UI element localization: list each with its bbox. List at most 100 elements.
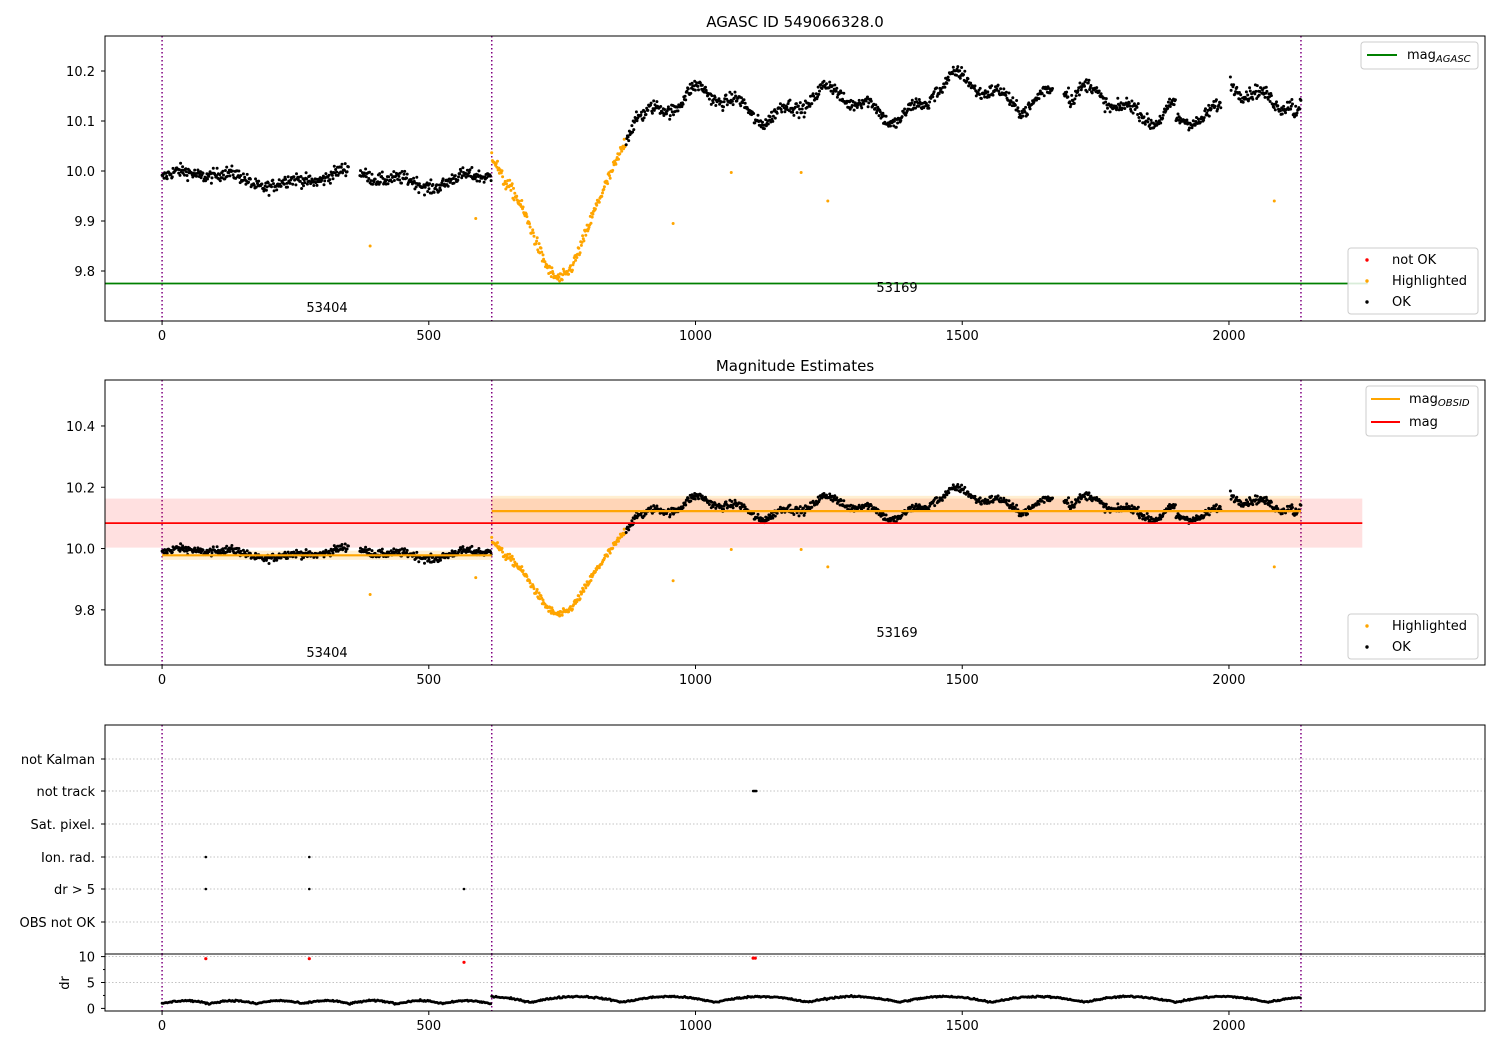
ok-point bbox=[835, 95, 839, 99]
highlighted-point bbox=[601, 191, 604, 195]
ok-point bbox=[1026, 512, 1029, 516]
y-tick-label: 10.2 bbox=[66, 65, 95, 80]
ok-point bbox=[762, 127, 766, 131]
ok-point bbox=[761, 120, 764, 124]
ok-point bbox=[345, 170, 349, 174]
ok-point bbox=[489, 179, 493, 183]
ok-point bbox=[802, 115, 806, 119]
ok-point bbox=[842, 499, 846, 503]
ok-point bbox=[1004, 93, 1008, 97]
ok-point bbox=[884, 114, 888, 118]
ok-point bbox=[451, 177, 455, 180]
highlighted-point bbox=[535, 588, 539, 591]
ok-point bbox=[279, 184, 283, 188]
highlighted-point bbox=[558, 279, 562, 283]
highlighted-point bbox=[617, 157, 620, 161]
ok-point bbox=[1127, 101, 1131, 105]
ok-point bbox=[1066, 501, 1070, 505]
ok-point bbox=[914, 106, 917, 110]
ok-point bbox=[266, 181, 270, 185]
ok-point bbox=[1017, 109, 1021, 113]
ok-point bbox=[1202, 116, 1206, 120]
ok-point bbox=[183, 549, 186, 553]
ok-point bbox=[1024, 105, 1028, 109]
flag-point bbox=[462, 887, 466, 891]
highlighted-point bbox=[531, 231, 535, 235]
ok-point bbox=[752, 112, 756, 115]
ok-point bbox=[795, 111, 799, 115]
ok-point bbox=[378, 172, 382, 176]
ok-point bbox=[771, 119, 775, 123]
legend-label-highlighted: Highlighted bbox=[1392, 274, 1467, 289]
ok-point bbox=[889, 124, 892, 128]
ok-point bbox=[1083, 84, 1086, 88]
obsid-label-53404: 53404 bbox=[306, 646, 347, 661]
ok-point bbox=[1288, 100, 1292, 104]
not-ok-point bbox=[204, 957, 208, 961]
agasc-panel: AGASC ID 549066328.0 0 500 1000 1500 20009.8… bbox=[66, 13, 1486, 344]
ok-point bbox=[652, 108, 656, 112]
ok-point bbox=[1051, 87, 1054, 90]
ok-point bbox=[345, 547, 349, 551]
ok-point bbox=[1013, 506, 1017, 510]
ok-point bbox=[1086, 81, 1090, 85]
ok-point bbox=[426, 190, 430, 193]
ok-point bbox=[979, 97, 983, 100]
magnitude-estimates-title: Magnitude Estimates bbox=[716, 357, 874, 375]
ok-point bbox=[771, 114, 775, 118]
ok-point bbox=[392, 170, 396, 174]
ok-point bbox=[272, 182, 275, 186]
ok-point bbox=[370, 172, 374, 176]
ok-point bbox=[733, 90, 737, 94]
ok-point bbox=[378, 180, 382, 184]
ok-point bbox=[724, 93, 728, 97]
ok-point bbox=[829, 89, 833, 93]
x-tick-label: 2000 bbox=[1212, 673, 1245, 688]
ok-point bbox=[1015, 503, 1019, 507]
ok-point bbox=[910, 503, 914, 507]
ok-point bbox=[1143, 122, 1147, 126]
ok-point bbox=[1209, 107, 1213, 111]
ok-point bbox=[1069, 102, 1073, 106]
ok-point bbox=[1140, 113, 1143, 117]
ok-point bbox=[291, 182, 295, 186]
legend-label-highlighted: Highlighted bbox=[1392, 619, 1467, 634]
ok-point bbox=[752, 511, 756, 515]
ok-point bbox=[181, 165, 185, 169]
highlighted-point bbox=[593, 570, 597, 574]
ok-point bbox=[775, 111, 779, 115]
ok-point bbox=[1213, 104, 1217, 108]
ok-point bbox=[995, 87, 999, 91]
ok-point bbox=[659, 507, 663, 511]
ok-point bbox=[833, 83, 837, 87]
highlighted-point bbox=[560, 613, 564, 617]
ok-point bbox=[335, 170, 339, 174]
highlighted-point bbox=[510, 554, 514, 558]
agasc-plot-frame bbox=[104, 35, 1486, 322]
flag-category-label: Sat. pixel. bbox=[31, 818, 95, 833]
ok-point bbox=[211, 545, 215, 549]
ok-point bbox=[211, 166, 215, 170]
ok-point bbox=[650, 111, 654, 115]
ok-point bbox=[475, 179, 479, 183]
ok-point bbox=[867, 101, 871, 105]
highlighted-point bbox=[505, 182, 508, 186]
ok-point bbox=[834, 89, 838, 93]
ok-point bbox=[1070, 93, 1074, 97]
ok-point bbox=[816, 95, 820, 99]
ok-point bbox=[707, 503, 711, 506]
ok-point bbox=[458, 172, 462, 176]
ok-point bbox=[978, 93, 981, 96]
ok-point bbox=[369, 179, 373, 183]
ok-point bbox=[1207, 513, 1211, 517]
ok-point bbox=[237, 169, 241, 173]
obsid-label-53404: 53404 bbox=[306, 301, 347, 316]
flag-point bbox=[204, 855, 208, 859]
ok-point bbox=[1280, 112, 1284, 116]
ok-point bbox=[245, 172, 249, 176]
ok-point bbox=[669, 107, 673, 111]
ok-point bbox=[812, 94, 816, 98]
ok-point bbox=[423, 561, 426, 565]
ok-point bbox=[400, 181, 403, 185]
